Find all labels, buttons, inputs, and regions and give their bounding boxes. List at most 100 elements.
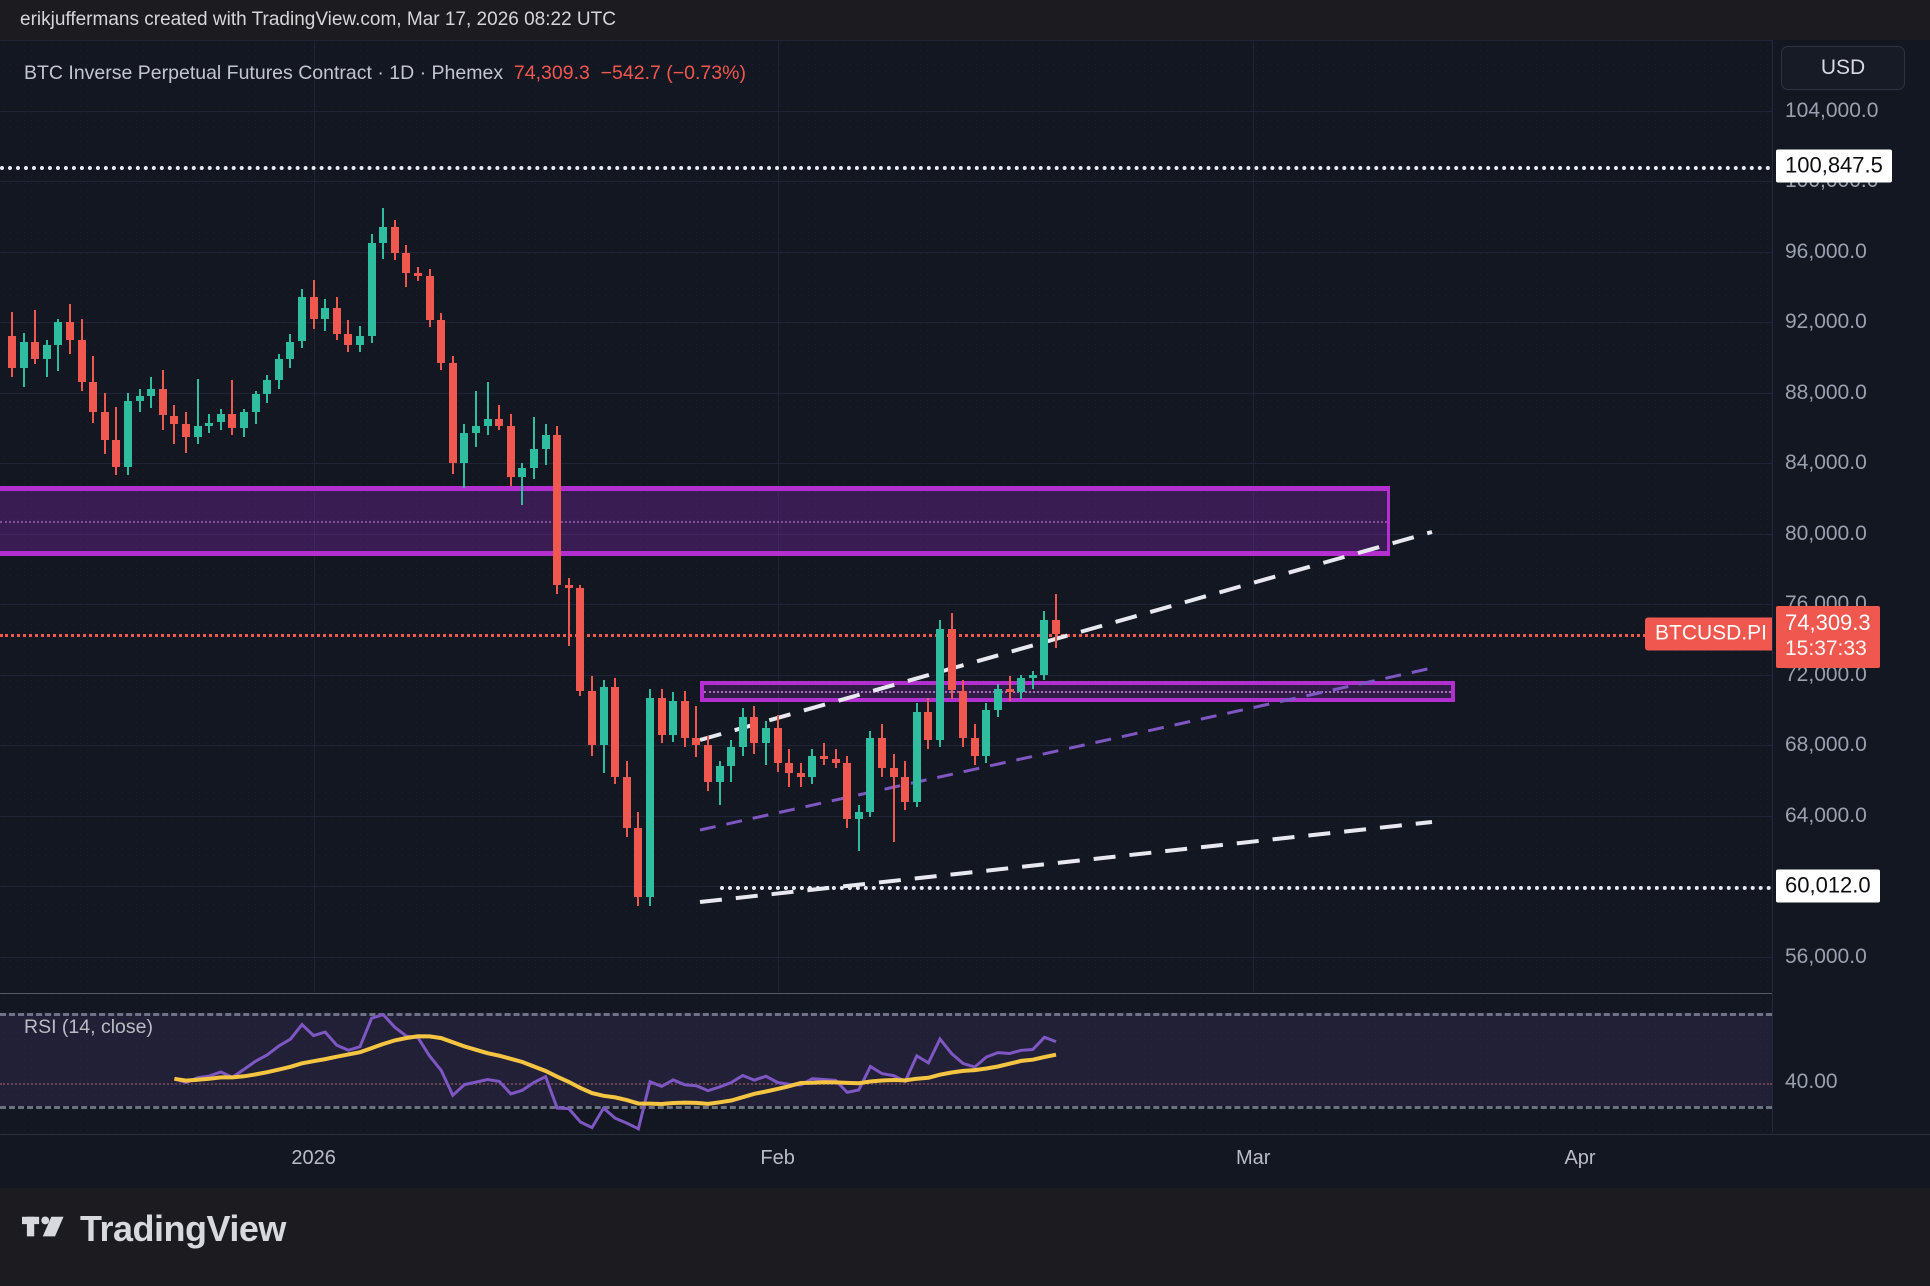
gridline-horizontal — [0, 392, 1772, 394]
candle-body — [680, 701, 689, 739]
candle-body — [866, 738, 875, 813]
candle-body — [959, 690, 968, 739]
candle-body — [715, 766, 724, 783]
legend-exchange: Phemex — [431, 62, 504, 84]
candle-body — [390, 226, 399, 254]
gridline-vertical — [777, 40, 779, 992]
candle-body — [205, 422, 214, 427]
candle-body — [31, 341, 40, 360]
price-axis-tick: 104,000.0 — [1785, 98, 1879, 122]
time-axis-tick: 2026 — [291, 1147, 336, 1169]
candle-body — [576, 588, 585, 691]
candle-body — [332, 308, 341, 335]
candle-body — [286, 341, 295, 360]
rsi-pane[interactable]: RSI (14, close) — [0, 993, 1772, 1134]
candle-body — [704, 745, 712, 783]
tradingview-wordmark: TradingView — [80, 1208, 286, 1249]
candle-body — [1052, 620, 1060, 635]
candle-body — [367, 242, 376, 337]
price-axis-tick: 84,000.0 — [1785, 451, 1867, 475]
candle-body — [936, 628, 944, 740]
gridline-vertical — [1253, 40, 1255, 992]
chart-legend[interactable]: BTC Inverse Perpetual Futures Contract ·… — [24, 62, 746, 85]
rsi-oversold-line — [0, 1106, 1772, 1109]
tradingview-logo: TradingView — [22, 1208, 286, 1250]
price-pane[interactable]: BTC Inverse Perpetual Futures Contract ·… — [0, 40, 1772, 992]
candle-body — [54, 322, 63, 345]
candle-body — [309, 297, 318, 319]
price-axis-tick: 56,000.0 — [1785, 944, 1867, 968]
candle-body — [228, 413, 237, 428]
candle-body — [135, 396, 144, 402]
candle-body — [657, 697, 666, 735]
legend-last-price: 74,309.3 — [513, 62, 590, 84]
time-axis[interactable]: 2026 Feb Mar Apr — [0, 1134, 1930, 1189]
price-axis-tick: 88,000.0 — [1785, 380, 1867, 404]
candle-body — [646, 697, 654, 897]
candle-body — [448, 362, 457, 464]
candle-wick — [695, 706, 698, 758]
last-price-label[interactable]: 74,309.3 15:37:33 — [1776, 606, 1880, 668]
attribution-bar: erikjuffermans created with TradingView.… — [0, 0, 1930, 40]
gridline-horizontal — [0, 181, 1772, 182]
candle-body — [970, 738, 979, 756]
candle-body — [182, 424, 190, 437]
legend-sep-2: · — [414, 62, 432, 84]
rsi-axis[interactable]: 40.00 — [1772, 993, 1930, 1133]
candle-body — [738, 717, 747, 747]
price-label-upper: 100,847.5 — [1776, 149, 1892, 183]
candle-body — [820, 755, 828, 760]
candle-body — [77, 339, 86, 382]
rsi-overbought-line — [0, 1012, 1772, 1016]
candle-wick — [475, 390, 477, 448]
price-label-lower: 60,012.0 — [1776, 869, 1880, 903]
candle-body — [495, 419, 504, 427]
candle-body — [796, 773, 805, 777]
currency-button[interactable]: USD — [1781, 46, 1905, 90]
candle-body — [889, 768, 898, 777]
candle-body — [344, 334, 353, 345]
gridline-horizontal — [0, 322, 1772, 324]
candle-body — [89, 382, 98, 412]
symbol-price-flag[interactable]: BTCUSD.PI — [1645, 617, 1772, 651]
candle-body — [518, 468, 527, 478]
candle-body — [1028, 674, 1037, 679]
candle-body — [599, 687, 608, 746]
candle-body — [66, 322, 74, 340]
candle-body — [553, 434, 562, 585]
chart-frame: BTC Inverse Perpetual Futures Contract ·… — [0, 40, 1930, 1189]
price-axis-tick: 72,000.0 — [1785, 662, 1867, 686]
rsi-legend[interactable]: RSI (14, close) — [24, 1016, 153, 1038]
bar-countdown: 15:37:33 — [1785, 637, 1867, 660]
candle-body — [750, 717, 759, 744]
candle-body — [912, 711, 921, 802]
price-axis-tick: 96,000.0 — [1785, 239, 1867, 263]
gridline-horizontal — [0, 463, 1772, 465]
candle-body — [727, 746, 736, 767]
candle-body — [356, 336, 364, 345]
candle-body — [193, 426, 202, 437]
candle-body — [100, 412, 109, 441]
candle-wick — [823, 743, 825, 765]
candle-body — [622, 776, 631, 828]
candle-body — [472, 426, 480, 434]
candle-body — [692, 738, 701, 746]
gridline-horizontal — [0, 251, 1772, 253]
candle-body — [843, 762, 852, 820]
candle-wick — [486, 382, 489, 435]
candle-body — [437, 320, 446, 363]
tradingview-mark-icon — [22, 1216, 64, 1237]
candle-body — [669, 701, 678, 735]
legend-change: −542.7 (−0.73%) — [600, 62, 746, 84]
candle-body — [158, 389, 167, 416]
price-axis[interactable]: USD 104,000.0100,000.096,000.092,000.088… — [1772, 40, 1930, 992]
gridline-horizontal — [0, 956, 1772, 958]
footer: TradingView — [0, 1188, 1930, 1286]
candle-body — [878, 738, 886, 769]
candle-body — [414, 272, 422, 277]
candlestick-series — [0, 40, 1772, 992]
price-axis-tick: 68,000.0 — [1785, 733, 1867, 757]
candle-body — [274, 359, 283, 381]
time-axis-tick: Apr — [1564, 1147, 1596, 1169]
gridline-horizontal — [0, 110, 1772, 112]
